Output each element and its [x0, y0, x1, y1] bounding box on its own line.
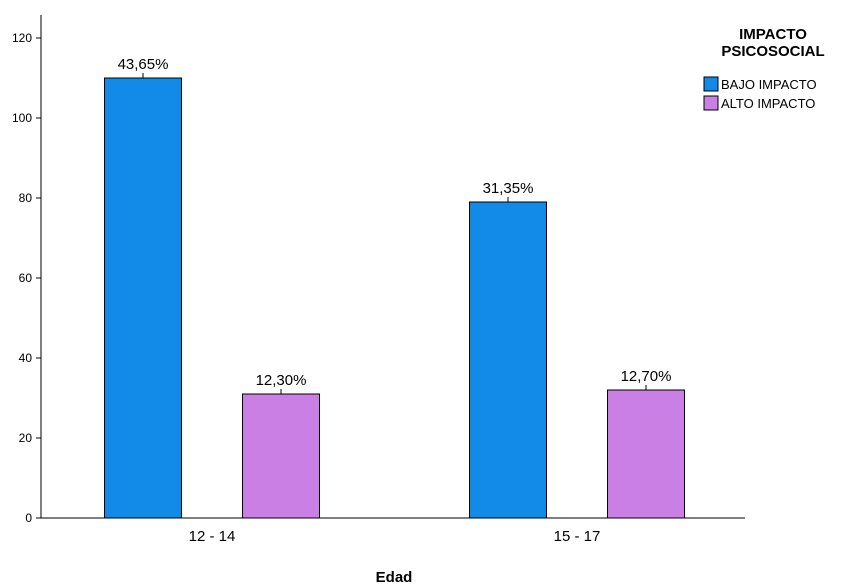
legend-title-line-2: PSICOSOCIAL — [721, 43, 824, 60]
y-tick-label: 20 — [19, 431, 33, 445]
legend-swatch-alto-impacto — [703, 95, 719, 111]
x-axis-title: Edad — [376, 569, 413, 586]
y-tick-label: 0 — [25, 511, 32, 525]
data-label-alto-impacto-2: 12,70% — [621, 368, 672, 385]
legend-swatch-bajo-impacto — [703, 76, 719, 92]
y-tick-label: 80 — [19, 191, 33, 205]
legend-label-bajo-impacto: BAJO IMPACTO — [721, 77, 817, 92]
bar-alto-impacto-2 — [607, 389, 685, 519]
y-tick-label: 40 — [19, 351, 33, 365]
bar-alto-impacto-1 — [242, 393, 320, 519]
bar-bajo-impacto-1 — [104, 77, 182, 519]
y-ticks: 0 20 40 60 80 100 120 — [12, 31, 41, 525]
data-label-bajo-impacto-2: 31,35% — [483, 180, 534, 197]
x-category-label: 15 - 17 — [554, 528, 601, 545]
category-labels: 12 - 14 15 - 17 — [189, 528, 601, 545]
legend-label-alto-impacto: ALTO IMPACTO — [721, 96, 815, 111]
data-labels: 43,65% 12,30% 31,35% 12,70% — [118, 56, 672, 394]
x-category-label: 12 - 14 — [189, 528, 236, 545]
y-tick-label: 120 — [12, 31, 32, 45]
legend-title-line-1: IMPACTO — [739, 26, 807, 43]
y-tick-label: 100 — [12, 111, 32, 125]
y-tick-label: 60 — [19, 271, 33, 285]
legend: IMPACTO PSICOSOCIAL BAJO IMPACTO ALTO IM… — [703, 26, 825, 111]
bar-bajo-impacto-2 — [469, 201, 547, 519]
data-label-alto-impacto-1: 12,30% — [256, 372, 307, 389]
data-label-bajo-impacto-1: 43,65% — [118, 56, 169, 73]
bars — [104, 77, 685, 519]
